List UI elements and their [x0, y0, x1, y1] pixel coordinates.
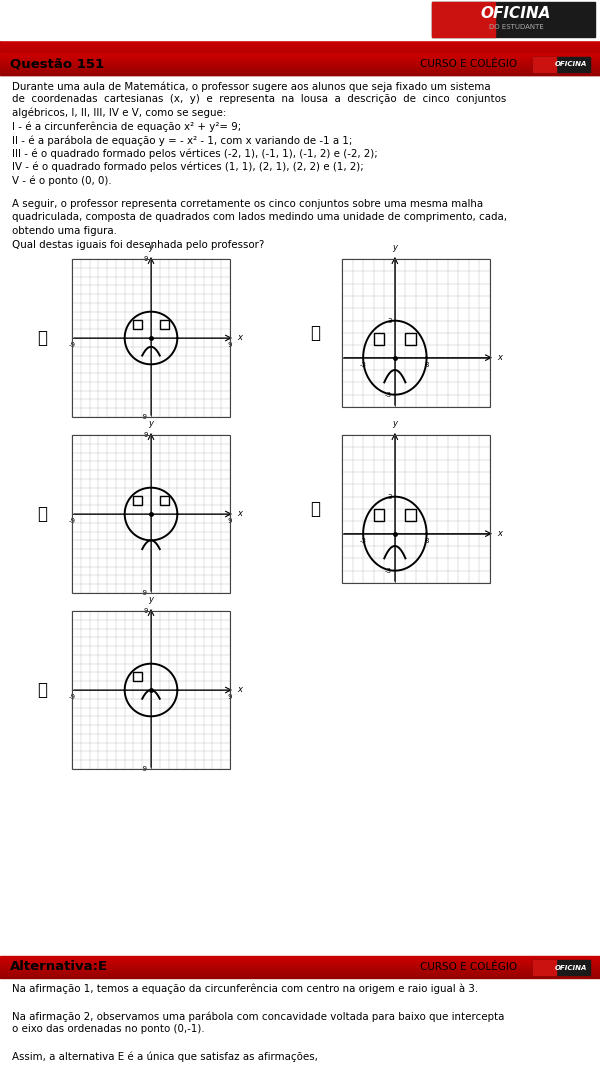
Text: -9: -9	[141, 590, 148, 596]
Text: -9: -9	[141, 414, 148, 420]
Bar	[432, 2, 595, 37]
Text: CURSO E COLÉGIO: CURSO E COLÉGIO	[420, 962, 517, 972]
Text: algébricos, I, II, III, IV e V, como se segue:: algébricos, I, II, III, IV e V, como se …	[12, 108, 226, 118]
Text: -3: -3	[359, 538, 367, 543]
Text: Questão 151: Questão 151	[10, 58, 104, 70]
Text: Ⓐ: Ⓐ	[37, 329, 47, 347]
Text: -9: -9	[141, 766, 148, 772]
Text: I - é a circunferência de equação x² + y²= 9;: I - é a circunferência de equação x² + y…	[12, 121, 241, 132]
Text: x: x	[237, 333, 242, 343]
Bar	[342, 435, 490, 583]
Bar	[72, 259, 230, 417]
Text: 9: 9	[143, 608, 148, 615]
Text: y: y	[149, 595, 154, 604]
Text: y: y	[149, 243, 154, 252]
Text: -3: -3	[385, 392, 392, 397]
Text: 3: 3	[388, 317, 392, 324]
Text: 3: 3	[424, 362, 429, 367]
Bar	[72, 611, 230, 769]
Text: obtendo uma figura.: obtendo uma figura.	[12, 226, 117, 236]
Text: Ⓑ: Ⓑ	[37, 505, 47, 523]
Text: x: x	[237, 686, 242, 694]
Bar	[72, 259, 230, 417]
Text: Assim, a alternativa E é a única que satisfaz as afirmações,: Assim, a alternativa E é a única que sat…	[12, 1051, 318, 1062]
Text: 3: 3	[388, 494, 392, 499]
Text: A seguir, o professor representa corretamente os cinco conjuntos sobre uma mesma: A seguir, o professor representa correta…	[12, 199, 483, 209]
Text: CURSO E COLÉGIO: CURSO E COLÉGIO	[420, 59, 517, 69]
Text: x: x	[237, 509, 242, 519]
Bar	[72, 611, 230, 769]
Bar	[133, 672, 142, 682]
Text: -9: -9	[68, 518, 76, 524]
Text: III - é o quadrado formado pelos vértices (-2, 1), (-1, 1), (-1, 2) e (-2, 2);: III - é o quadrado formado pelos vértice…	[12, 148, 378, 159]
Text: y: y	[392, 243, 397, 252]
Text: Ⓒ: Ⓒ	[37, 681, 47, 699]
Text: 9: 9	[143, 256, 148, 262]
Text: OFICINA: OFICINA	[555, 965, 587, 970]
Text: 3: 3	[424, 538, 429, 543]
Text: 9: 9	[228, 518, 232, 524]
Text: Qual destas iguais foi desenhada pelo professor?: Qual destas iguais foi desenhada pelo pr…	[12, 240, 265, 249]
Text: 9: 9	[143, 432, 148, 438]
Bar	[72, 435, 230, 593]
Bar	[533, 960, 556, 974]
Text: 9: 9	[228, 342, 232, 348]
Text: -9: -9	[68, 694, 76, 700]
Text: DO ESTUDANTE: DO ESTUDANTE	[488, 24, 544, 30]
Bar	[160, 496, 169, 505]
Text: de  coordenadas  cartesianas  (x,  y)  e  representa  na  lousa  a  descrição  d: de coordenadas cartesianas (x, y) e repr…	[12, 95, 506, 104]
Bar	[133, 321, 142, 329]
Text: Na afirmação 2, observamos uma parábola com concavidade voltada para baixo que i: Na afirmação 2, observamos uma parábola …	[12, 1011, 505, 1021]
Text: II - é a parábola de equação y = - x² - 1, com x variando de -1 a 1;: II - é a parábola de equação y = - x² - …	[12, 135, 352, 146]
Bar	[0, 0, 600, 40]
Bar	[432, 2, 495, 37]
Bar	[342, 259, 490, 407]
Bar	[533, 58, 556, 72]
Text: IV - é o quadrado formado pelos vértices (1, 1), (2, 1), (2, 2) e (1, 2);: IV - é o quadrado formado pelos vértices…	[12, 162, 364, 173]
Text: quadriculada, composta de quadrados com lados medindo uma unidade de comprimento: quadriculada, composta de quadrados com …	[12, 213, 507, 223]
Text: Na afirmação 1, temos a equação da circunferência com centro na origem e raio ig: Na afirmação 1, temos a equação da circu…	[12, 984, 478, 995]
Bar	[533, 960, 590, 974]
Bar	[374, 509, 384, 522]
Text: ⒳: ⒳	[310, 324, 320, 342]
Text: V - é o ponto (0, 0).: V - é o ponto (0, 0).	[12, 176, 112, 186]
Bar	[160, 321, 169, 329]
Bar	[342, 259, 490, 407]
Text: y: y	[149, 419, 154, 428]
Text: Alternativa:E: Alternativa:E	[10, 961, 108, 973]
Text: OFICINA: OFICINA	[555, 62, 587, 67]
Bar	[342, 435, 490, 583]
Bar	[533, 58, 590, 72]
Bar	[72, 435, 230, 593]
Bar	[406, 333, 416, 345]
Text: -3: -3	[359, 362, 367, 367]
Text: Durante uma aula de Matemática, o professor sugere aos alunos que seja fixado um: Durante uma aula de Matemática, o profes…	[12, 81, 491, 92]
Bar	[0, 978, 600, 1065]
Text: y: y	[392, 419, 397, 428]
Bar	[406, 509, 416, 522]
Text: -9: -9	[68, 342, 76, 348]
Bar	[374, 333, 384, 345]
Text: -3: -3	[385, 568, 392, 574]
Text: Ⓔ: Ⓔ	[310, 499, 320, 518]
Text: o eixo das ordenadas no ponto (0,-1).: o eixo das ordenadas no ponto (0,-1).	[12, 1025, 205, 1034]
Text: x: x	[497, 354, 502, 362]
Bar	[133, 496, 142, 505]
Text: OFICINA: OFICINA	[481, 6, 551, 21]
Text: 9: 9	[228, 694, 232, 700]
Text: x: x	[497, 529, 502, 538]
